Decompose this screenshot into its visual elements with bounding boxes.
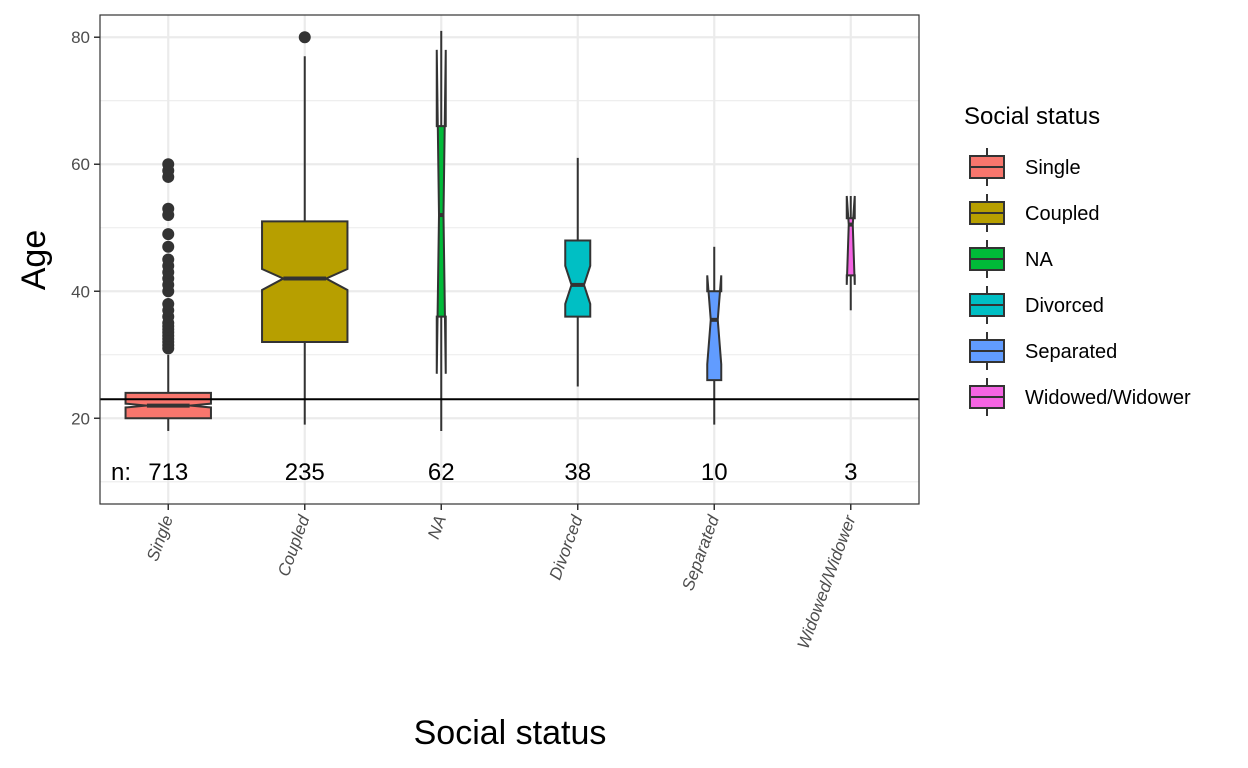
n-count-label: 3 xyxy=(844,459,857,486)
x-tick-label: NA xyxy=(424,513,450,542)
box-widowed-widower xyxy=(845,195,856,311)
legend-item: Widowed/Widower xyxy=(969,378,1191,416)
n-prefix-label: n: xyxy=(111,459,131,486)
legend-item: Single xyxy=(969,148,1081,186)
box-coupled xyxy=(261,31,349,425)
outlier-point xyxy=(162,297,175,310)
outlier-point xyxy=(162,228,175,241)
y-tick-label: 40 xyxy=(71,282,90,301)
legend-label: NA xyxy=(1025,249,1053,271)
y-axis: 20 40 60 80 xyxy=(71,28,100,428)
box-na xyxy=(435,30,447,431)
legend-item: Divorced xyxy=(969,286,1104,324)
outlier-point xyxy=(162,202,175,215)
y-axis-title: Age xyxy=(15,230,53,291)
legend-label: Coupled xyxy=(1025,203,1100,225)
y-tick-label: 80 xyxy=(71,28,90,47)
x-tick-label: Single xyxy=(143,513,177,564)
n-count-label: 38 xyxy=(564,459,591,486)
x-tick-label: Separated xyxy=(678,512,723,593)
grid-lines xyxy=(100,15,919,504)
box-separated xyxy=(706,246,723,425)
legend-label: Divorced xyxy=(1025,295,1104,317)
panel-border xyxy=(99,14,920,505)
legend-label: Separated xyxy=(1025,341,1117,363)
n-count-label: 10 xyxy=(701,459,728,486)
legend-item: NA xyxy=(969,240,1053,278)
box-divorced xyxy=(564,157,592,387)
n-count-label: 713 xyxy=(148,459,188,486)
n-count-label: 235 xyxy=(285,459,325,486)
outlier-point xyxy=(162,240,175,253)
x-axis: Single Coupled NA Divorced Separated Widowed/… xyxy=(143,504,860,651)
x-tick-label: Widowed/Widower xyxy=(794,512,860,652)
x-tick-label: Coupled xyxy=(274,512,314,579)
legend-label: Single xyxy=(1025,157,1081,179)
box-body xyxy=(435,49,447,374)
outlier-point xyxy=(298,31,311,44)
box-body xyxy=(261,220,349,344)
box-body xyxy=(564,239,592,318)
box-body xyxy=(706,275,723,382)
y-tick-label: 20 xyxy=(71,409,90,428)
legend-item: Coupled xyxy=(969,194,1100,232)
count-labels: n: 713 235 62 38 10 3 xyxy=(111,459,857,486)
outlier-point xyxy=(162,158,175,171)
outlier-point xyxy=(162,253,175,266)
x-axis-title: Social status xyxy=(414,714,607,752)
y-tick-label: 60 xyxy=(71,155,90,174)
legend-title: Social status xyxy=(964,103,1100,130)
boxes xyxy=(100,30,919,431)
box-body xyxy=(845,195,856,285)
legend-label: Widowed/Widower xyxy=(1025,387,1191,409)
n-count-label: 62 xyxy=(428,459,455,486)
legend: Social status Single Coupled NA Divorced Sep… xyxy=(964,103,1191,416)
x-tick-label: Divorced xyxy=(546,512,587,582)
legend-item: Separated xyxy=(969,332,1117,370)
